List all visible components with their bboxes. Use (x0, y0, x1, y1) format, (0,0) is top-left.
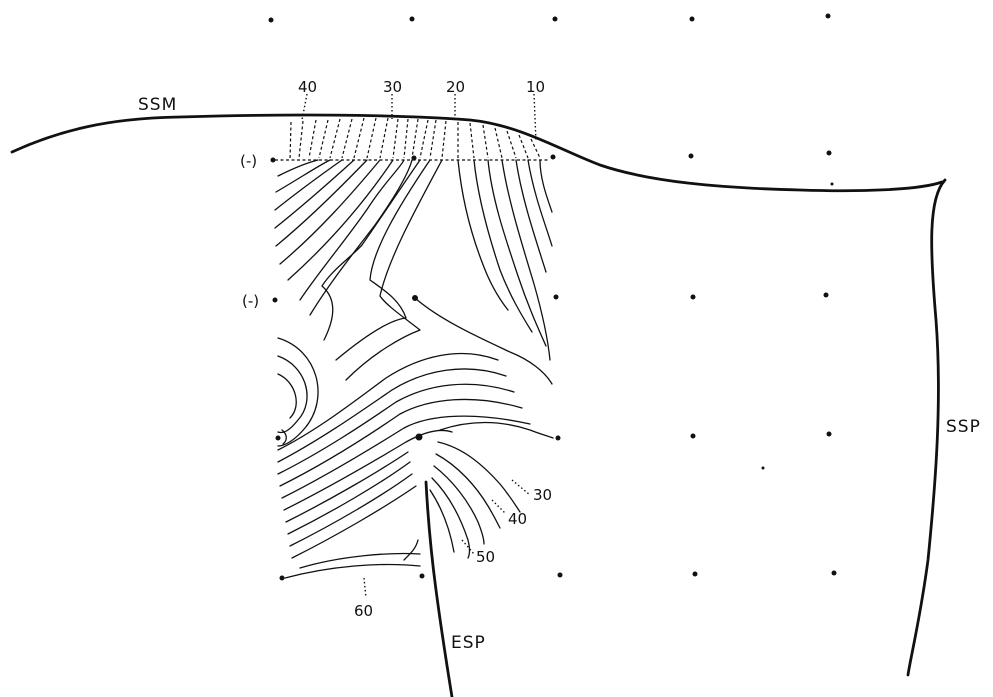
data-point (831, 570, 837, 576)
contour-label-right: 50 (476, 548, 495, 566)
dashed-contours (275, 117, 548, 161)
data-point (555, 435, 561, 441)
data-point (419, 573, 425, 579)
data-point (275, 435, 281, 441)
negative-marker: (-) (242, 292, 259, 310)
negative-marker: (-) (240, 152, 257, 170)
contour-label-right: 40 (508, 510, 527, 528)
contour-label-top: 40 (298, 78, 317, 96)
contour-label-top: 30 (383, 78, 402, 96)
data-point (690, 294, 696, 300)
contour-label-bottom: 60 (354, 602, 373, 620)
data-point (279, 575, 285, 581)
contour-label-top: 10 (526, 78, 545, 96)
data-point (688, 153, 694, 159)
label-leaders (301, 93, 537, 599)
data-point (412, 295, 418, 301)
data-points (268, 13, 837, 581)
data-point (552, 16, 558, 22)
data-point (689, 16, 695, 22)
data-point (761, 466, 765, 470)
data-point (415, 433, 423, 441)
ssm-boundary-line (10, 113, 944, 193)
data-point (272, 297, 278, 303)
ssm-label: SSM (138, 95, 177, 115)
data-point (690, 433, 696, 439)
data-point (270, 157, 276, 163)
data-point (411, 155, 417, 161)
contour-lines (274, 159, 554, 579)
data-point (692, 571, 698, 577)
contour-label-right: 30 (533, 486, 552, 504)
data-point (557, 572, 563, 578)
data-point (823, 292, 829, 298)
data-point (825, 13, 831, 19)
ssp-boundary-line (906, 178, 947, 677)
esp-boundary-line (424, 480, 454, 697)
ssp-label: SSP (946, 417, 981, 437)
data-point (830, 182, 834, 186)
data-point (826, 431, 832, 437)
data-point (826, 150, 832, 156)
esp-label: ESP (451, 633, 486, 653)
data-point (553, 294, 559, 300)
contour-label-top: 20 (446, 78, 465, 96)
data-point (550, 154, 556, 160)
data-point (268, 17, 274, 23)
data-point (409, 16, 415, 22)
